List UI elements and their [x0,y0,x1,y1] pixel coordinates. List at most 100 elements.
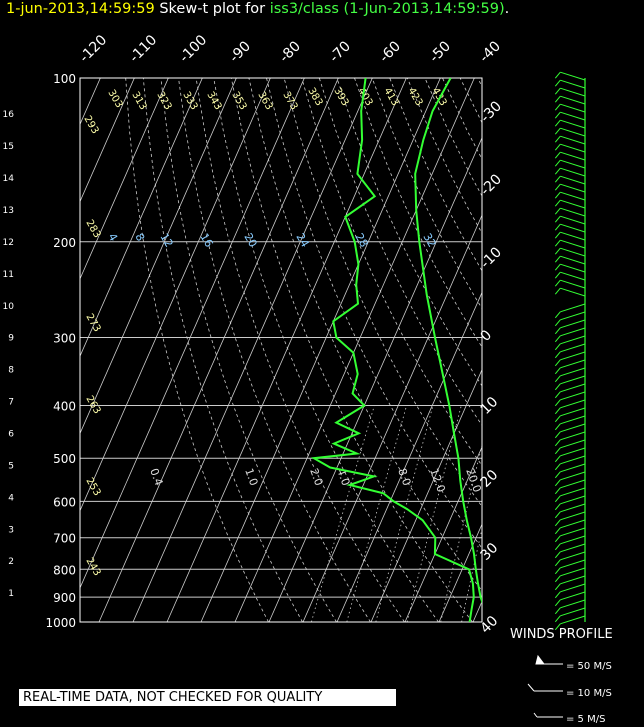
dry-adiabat-label: 323 [154,90,173,112]
wind-barb-flag [554,583,561,591]
wind-legend-5: = 5 M/S [566,714,606,725]
wind-legend-5-glyph [533,712,563,718]
wind-barb [560,159,586,169]
dry-adiabat-line [266,78,482,549]
wind-barb [560,543,586,553]
wind-barb [560,271,586,281]
plot-frame [79,77,483,623]
mixing-ratio-label: 28 [352,231,370,250]
wind-barb-flag [554,79,561,87]
dry-adiabat-label: 393 [331,86,350,108]
wind-barb [560,263,586,273]
dry-adiabat-label: 273 [83,312,102,334]
wind-barb [560,215,586,225]
wind-barb [560,447,586,457]
dry-adiabat-label: 263 [83,394,102,416]
title-date: 1-jun-2013,14:59:59 [6,1,155,17]
wind-profile [527,71,586,718]
wind-barb [560,87,586,97]
wind-barb [560,495,586,505]
isotherm-top-label: -80 [277,38,304,65]
quality-notice: REAL-TIME DATA, NOT CHECKED FOR QUALITY [19,689,396,706]
wind-barb-flag [554,167,561,175]
mixing-ratio-label: 24 [293,231,311,250]
wind-barb-flag [554,351,561,359]
wind-barb-flag [554,511,561,519]
isotherm-line [438,523,482,622]
isotherm-top-label: -90 [227,38,254,65]
chart-title: 1-jun-2013,14:59:59 Skew-t plot for iss3… [6,1,509,17]
isotherm-top-label: -70 [327,38,354,65]
pressure-tick-label: 800 [53,563,76,577]
grid-lines [80,78,644,622]
wind-barb-flag [554,255,561,263]
wind-barb-flag [554,543,561,551]
isotherm-right-label: 10 [478,394,502,418]
height-tick-label: 8 [8,366,14,376]
wind-barb [560,255,586,265]
height-tick-label: 15 [3,142,14,152]
dry-adiabat-label: 293 [81,114,100,136]
pressure-tick-label: 200 [53,236,76,250]
wind-barb [560,367,586,377]
dry-adiabat-line [283,78,482,508]
wind-barb-flag [554,239,561,247]
wind-barb [560,615,586,625]
height-tick-label: 16 [3,110,15,120]
height-tick-label: 5 [8,461,14,471]
wind-barb [560,119,586,129]
dry-adiabat-line [354,78,482,348]
isotherm-line [98,78,339,622]
wind-barb [560,343,586,353]
wind-barb [560,335,586,345]
wind-barb [560,239,586,249]
wind-barb-flag [554,487,561,495]
wind-barb [560,327,586,337]
mixing-ratio-label: 20 [241,231,259,250]
wind-barb [560,535,586,545]
wind-barb-flag [554,535,561,543]
pressure-tick-label: 300 [53,332,76,346]
wind-barb-flag [554,119,561,127]
wind-barb-flag [554,567,561,575]
isotherm-right-label: 0 [478,327,496,345]
height-tick-label: 2 [8,557,14,567]
wind-barb [560,391,586,401]
wind-barb [560,207,586,217]
wind-barb-flag [554,471,561,479]
wind-barb-flag [554,415,561,423]
wind-barb [560,415,586,425]
wind-barb-flag [554,247,561,255]
dry-adiabat-label: 283 [83,218,102,240]
height-tick-label: 14 [3,174,15,184]
height-tick-label: 10 [3,302,15,312]
isotherm-line [336,291,482,622]
mixing-ratio-label: 16 [197,231,215,250]
wind-barb [560,375,586,385]
wind-barb-flag [554,399,561,407]
isotherm-line [609,78,644,622]
height-tick-label: 7 [8,398,14,408]
isotherm-top-label: -110 [127,32,161,66]
height-tick-label: 1 [8,589,14,599]
wind-barb [560,567,586,577]
isotherm-line [370,368,482,622]
wind-barb-flag [554,287,561,295]
wind-barb [560,71,586,81]
wind-barb [560,135,586,145]
isotherm-line [200,78,441,622]
wind-barb [560,583,586,593]
wind-barb-flag [554,151,561,159]
wind-barb [560,399,586,409]
mixing-ratio-line [440,443,482,622]
isotherm-line [268,136,482,622]
wind-barb-flag [554,463,561,471]
wind-barb-flag [554,95,561,103]
wind-barb [560,79,586,89]
dry-adiabat-label: 383 [305,86,324,108]
wind-barb [560,351,586,361]
height-tick-label: 6 [8,429,14,439]
wind-barb-flag [554,319,561,327]
dry-adiabat-label: 363 [255,90,274,112]
wind-barb [560,407,586,417]
